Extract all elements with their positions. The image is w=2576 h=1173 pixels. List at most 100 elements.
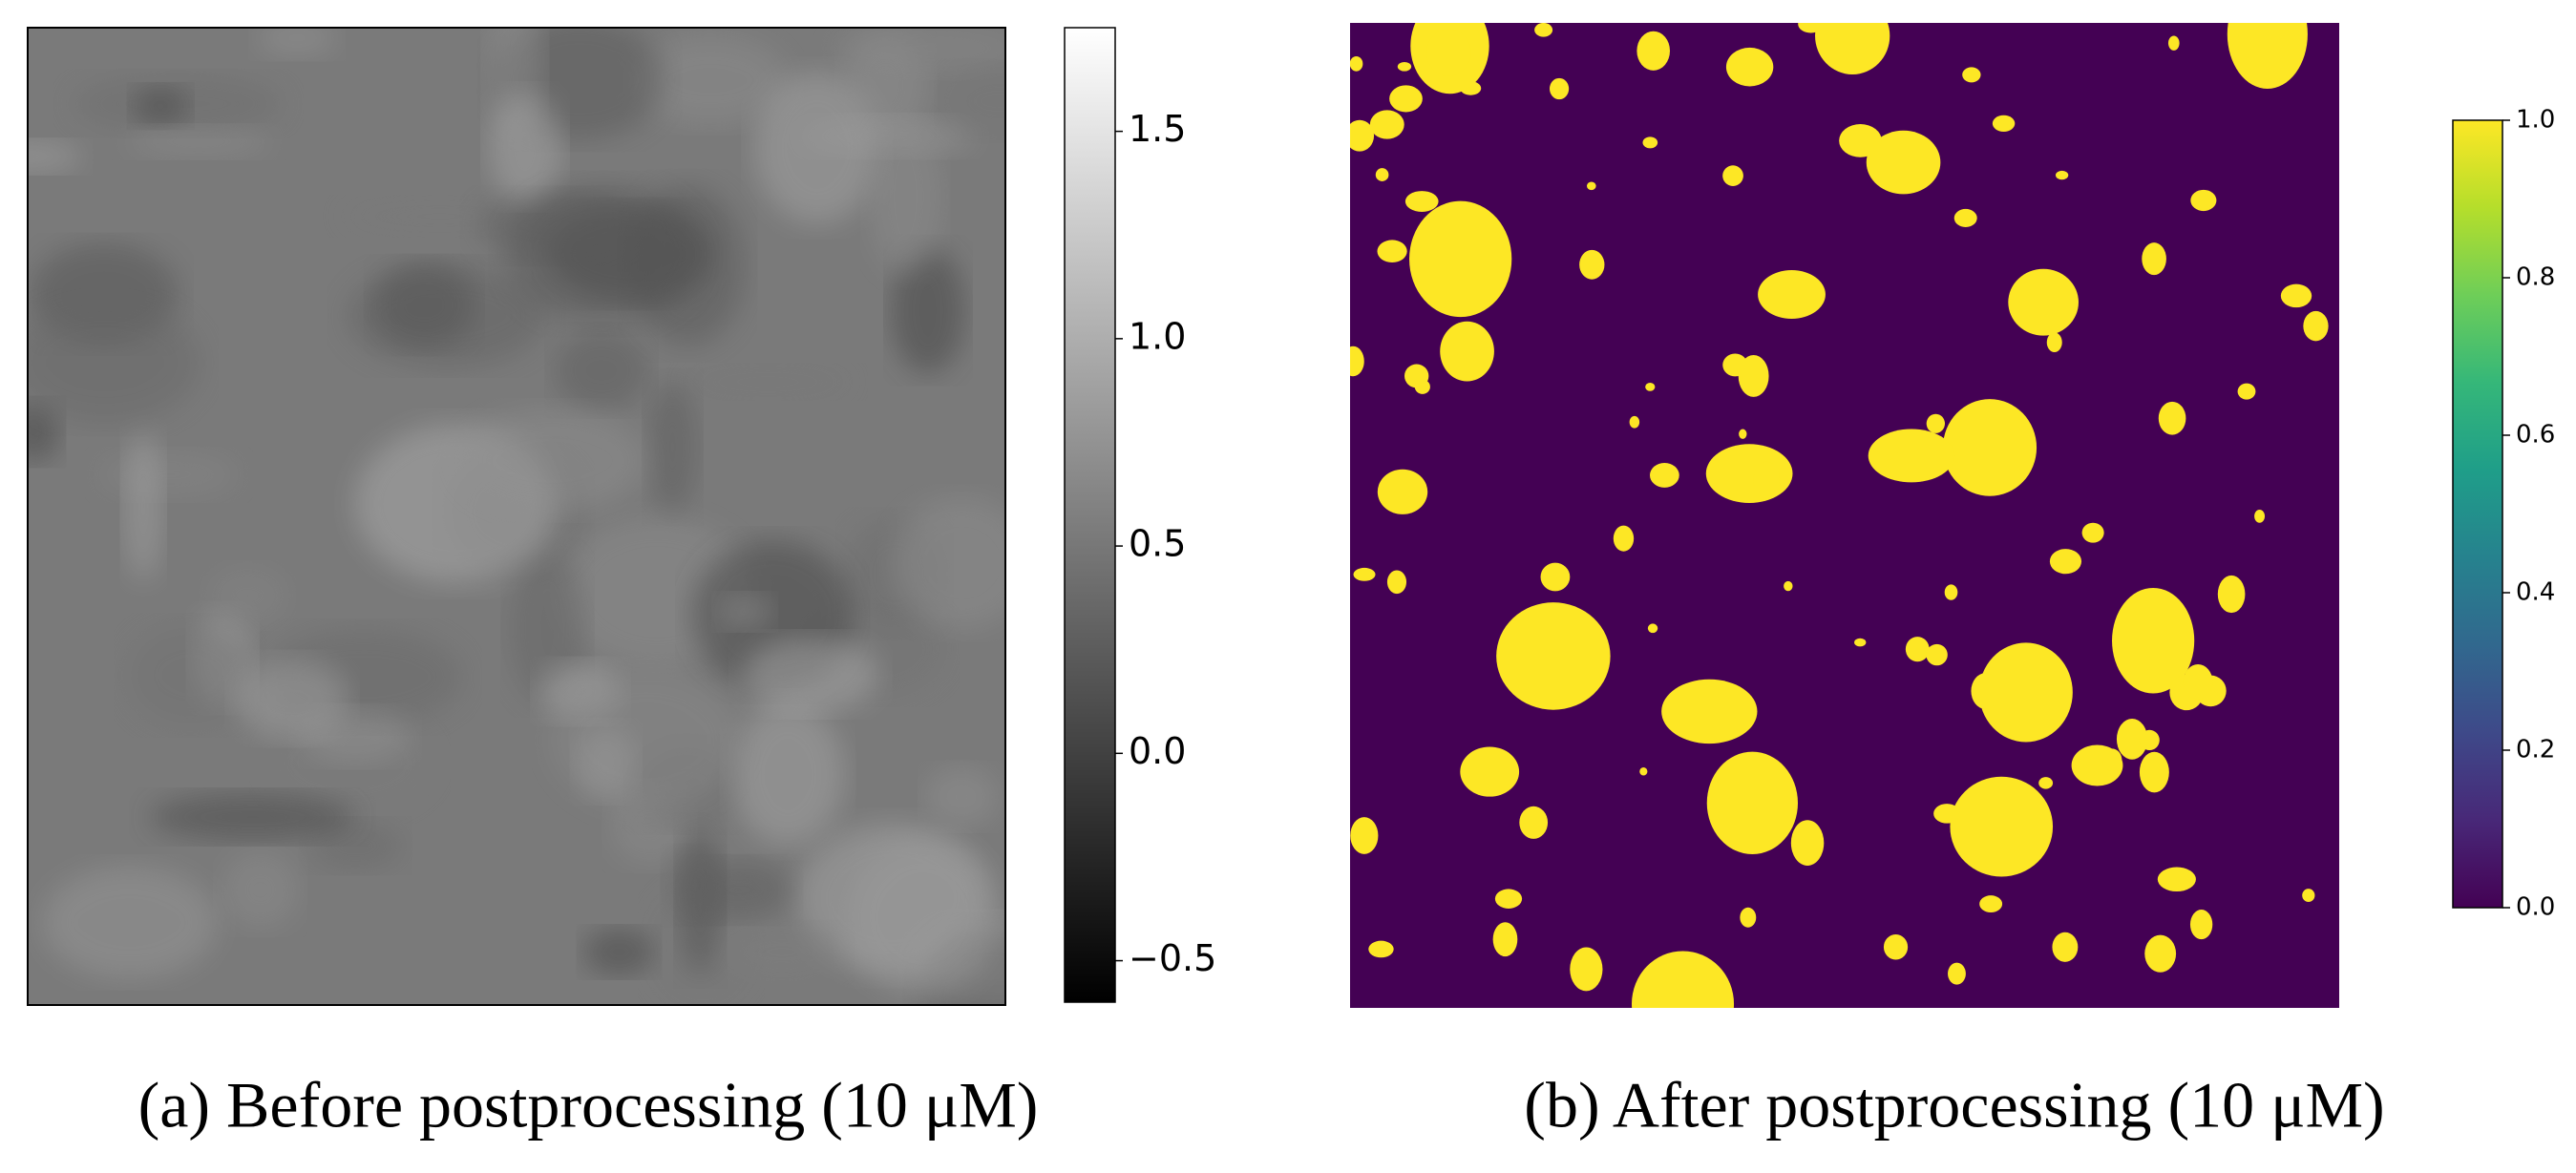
image-blob	[1725, 47, 1774, 87]
caption: (b) After postprocessing (10 μM)	[1524, 1069, 2384, 1142]
image-blob	[1549, 77, 1570, 100]
image-blob	[1639, 766, 1648, 776]
image-blob	[1740, 907, 1757, 928]
image-blob	[1579, 249, 1605, 280]
image-blob	[1534, 23, 1553, 37]
image-blob	[2237, 383, 2256, 400]
image-blob	[2049, 549, 2082, 575]
image-blob	[1705, 444, 1793, 503]
image-blob	[1586, 181, 1596, 191]
image-blob	[1377, 240, 1407, 263]
image-blob	[1636, 31, 1671, 71]
image-blob	[2302, 889, 2315, 902]
image-texture	[123, 430, 163, 581]
image-blob	[1645, 383, 1656, 391]
image-blob	[1492, 922, 1518, 957]
image-blob	[1647, 623, 1658, 634]
image-texture	[892, 496, 1005, 630]
image-blob	[1613, 525, 1635, 552]
image-blob	[2227, 23, 2308, 89]
image-blob	[2158, 401, 2186, 435]
image-blob	[1758, 270, 1826, 319]
image-blob	[1397, 61, 1412, 72]
image-texture	[28, 140, 83, 173]
image-blob	[1926, 413, 1946, 433]
image-blob	[1883, 933, 1909, 960]
image-blob	[1790, 820, 1825, 866]
image-texture	[833, 28, 1005, 75]
caption: (a) Before postprocessing (10 μM)	[138, 1069, 1039, 1142]
image-blob	[2189, 910, 2213, 940]
image-blob	[1649, 463, 1679, 488]
colorbar-tick-label: 0.4	[2516, 578, 2555, 607]
colorbar-tick-label: −0.5	[1129, 937, 1216, 979]
image-blob	[2055, 170, 2069, 180]
image-blob	[1440, 321, 1494, 382]
image-blob	[1866, 130, 1941, 195]
colorbar-tick-label: 1.0	[1129, 315, 1186, 357]
colorbar-tick-label: 0.6	[2516, 421, 2555, 450]
image-blob	[2046, 332, 2062, 353]
image-blob	[1377, 469, 1428, 514]
image-blob	[1706, 751, 1798, 855]
colorbar-tick-label: 1.5	[1129, 108, 1186, 150]
image-blob	[1386, 570, 1407, 595]
image-blob	[2116, 719, 2148, 760]
image-blob	[2303, 310, 2329, 342]
image-blob	[1979, 895, 2003, 912]
image-texture	[221, 850, 300, 930]
image-blob	[2139, 751, 2169, 793]
image-blob	[2254, 510, 2266, 523]
image-blob	[2038, 777, 2054, 789]
colorbar-tick-label: 1.0	[2516, 106, 2555, 135]
image-blob	[1629, 415, 1640, 429]
image-texture	[646, 381, 699, 513]
image-blob	[1978, 642, 2073, 743]
image-frame	[27, 27, 1006, 1006]
image-blob	[1350, 817, 1379, 854]
image-texture	[507, 184, 701, 324]
image-texture	[126, 623, 255, 727]
colorbar-tick-label: 0.0	[1129, 730, 1186, 772]
image-texture	[132, 86, 189, 127]
image-background	[1350, 23, 2339, 1008]
image-blob	[1540, 562, 1571, 592]
colorbar-tick-label: 0.0	[2516, 893, 2555, 922]
image-blob	[1426, 29, 1471, 76]
image-panel	[1350, 23, 2339, 1008]
image-blob	[1962, 67, 1981, 83]
image-blob	[2052, 932, 2079, 962]
image-blob	[2183, 664, 2213, 700]
image-blob	[2280, 283, 2312, 308]
colorbar	[1064, 27, 1116, 1003]
image-texture	[721, 925, 843, 979]
image-texture	[41, 866, 218, 979]
image-blob	[1389, 85, 1423, 113]
image-blob	[1350, 119, 1375, 152]
image-texture	[98, 450, 240, 498]
image-texture	[551, 669, 742, 811]
image-blob	[2101, 748, 2122, 771]
colorbar	[2452, 119, 2503, 909]
image-blob	[1632, 951, 1735, 1008]
image-blob	[2142, 242, 2166, 276]
colorbar-tick-label: 0.8	[2516, 263, 2555, 292]
image-texture	[125, 126, 272, 157]
image-texture	[28, 401, 61, 462]
image-blob	[2157, 867, 2196, 892]
image-blob	[1350, 55, 1363, 72]
image-texture	[236, 658, 349, 740]
image-blob	[1942, 399, 2038, 496]
image-texture	[149, 792, 356, 842]
image-texture	[944, 66, 1005, 137]
image-blob	[1948, 962, 1966, 985]
image-blob	[1661, 679, 1758, 744]
image-blob	[1950, 776, 2054, 877]
image-blob	[1953, 208, 1977, 227]
image-blob	[1877, 436, 1899, 460]
image-blob	[1944, 584, 1958, 600]
image-texture	[206, 566, 288, 625]
image-blob	[1753, 461, 1781, 498]
colorbar-tick-label: 0.5	[1129, 523, 1186, 565]
